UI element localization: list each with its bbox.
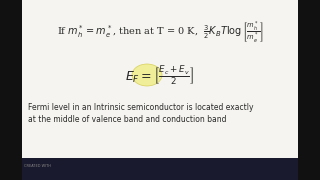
Bar [0,0,22,180]
Bar [22,0,298,158]
Text: If $m_h^* = m_e^*$, then at T = 0 K,  $\frac{3}{2}K_BT\log\left[\frac{m_h^*}{m_e: If $m_h^* = m_e^*$, then at T = 0 K, $\f… [57,19,263,45]
Bar [22,158,298,180]
Bar [298,0,320,180]
Text: CREATED WITH: CREATED WITH [24,164,51,168]
Text: $E_F = \left[\frac{E_c + E_v}{2}\right]$: $E_F = \left[\frac{E_c + E_v}{2}\right]$ [125,64,195,88]
Ellipse shape [132,64,162,86]
Text: Fermi level in an Intrinsic semiconductor is located exactly: Fermi level in an Intrinsic semiconducto… [28,103,253,112]
Text: at the middle of valence band and conduction band: at the middle of valence band and conduc… [28,116,227,125]
